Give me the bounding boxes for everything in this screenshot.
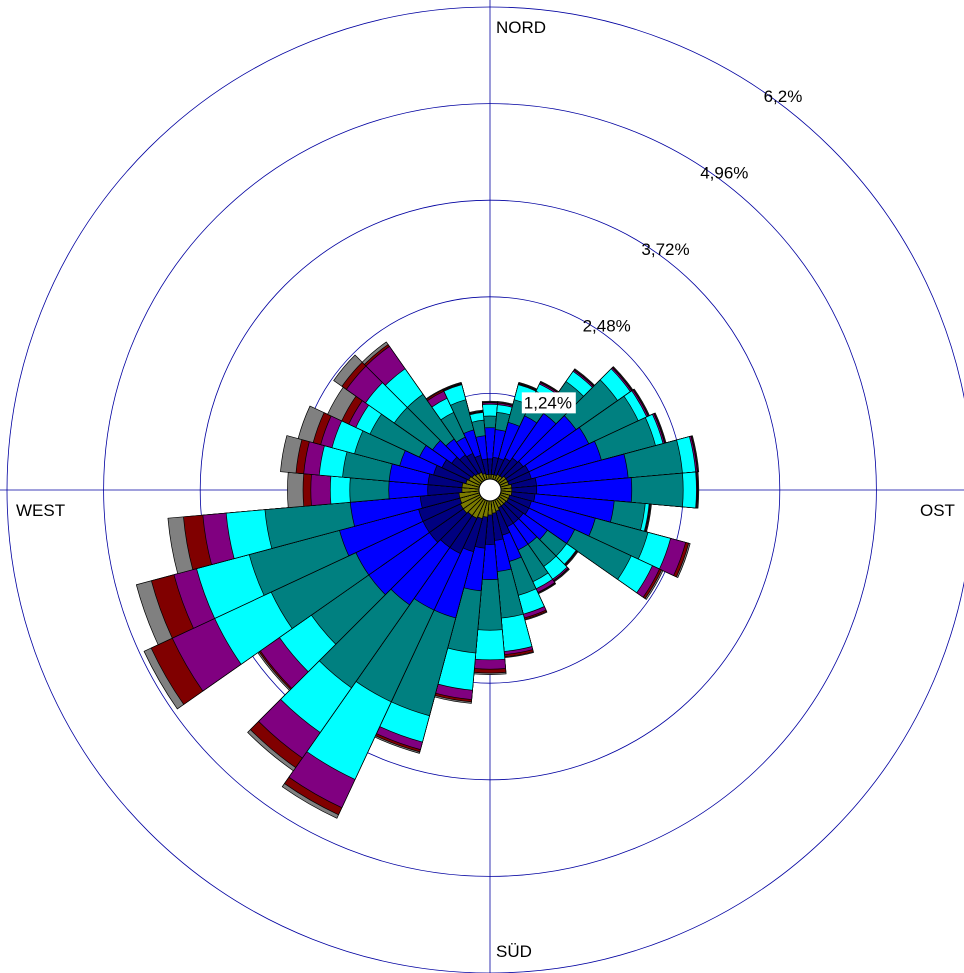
ring-label-3: 3,72% (641, 240, 689, 259)
sector-340 (442, 382, 491, 491)
sector-310 (333, 354, 491, 491)
sector-230 (257, 489, 491, 691)
sector-330 (425, 388, 491, 491)
label-south: SÜD (496, 942, 532, 961)
label-east: OST (920, 501, 955, 520)
sector-320 (361, 341, 491, 491)
label-north: NORD (496, 18, 546, 37)
label-west: WEST (16, 501, 65, 520)
sector-220 (247, 489, 491, 772)
ring-label-4: 4,96% (700, 163, 748, 182)
sector-290 (297, 405, 491, 491)
ring-label-2: 2,48% (583, 317, 631, 336)
sector-60 (489, 388, 650, 491)
sector-270 (287, 472, 491, 508)
sector-110 (489, 489, 691, 578)
sector-80 (489, 435, 700, 491)
sector-250 (135, 489, 491, 646)
sector-50 (489, 366, 634, 491)
sector-210 (281, 489, 491, 819)
sector-260 (167, 489, 491, 575)
sector-90 (489, 471, 700, 509)
sector-170 (489, 489, 534, 658)
sector-140 (489, 489, 570, 583)
sector-180 (473, 489, 507, 675)
sector-240 (143, 489, 491, 710)
sector-300 (327, 386, 491, 491)
sector-150 (489, 489, 557, 595)
sector-200 (374, 489, 491, 754)
ring-label-1: 1,24% (524, 393, 572, 412)
ring-labels: 1,24% 2,48% 3,72% 4,96% 6,2% (521, 87, 803, 414)
ring-label-5: 6,2% (764, 87, 803, 106)
sector-120 (489, 489, 664, 600)
sector-70 (489, 412, 667, 491)
sector-130 (489, 489, 579, 567)
ring-label-bg-1 (521, 392, 576, 414)
sector-350 (468, 409, 491, 491)
sectors-layer (135, 341, 700, 819)
center-hole (478, 478, 502, 502)
